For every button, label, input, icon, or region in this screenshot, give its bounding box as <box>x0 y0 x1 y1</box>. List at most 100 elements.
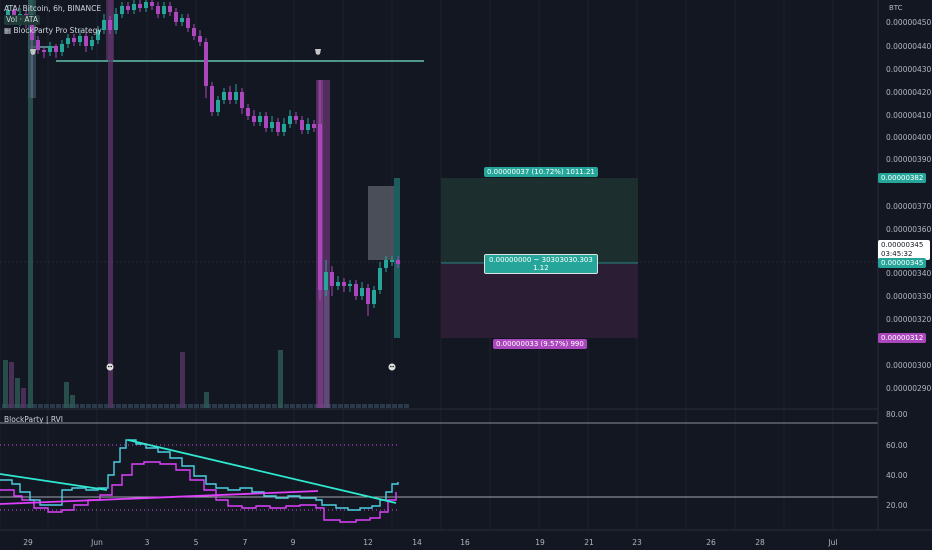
entry-label[interactable]: 0.00000000 ~ 30303030.303 1.12 <box>484 254 598 274</box>
candle-body <box>42 50 46 52</box>
candle-body <box>300 120 304 130</box>
price-tick-label: 0.00000360 <box>886 225 932 234</box>
time-tick-label: 9 <box>291 538 296 547</box>
stop-price-badge: 0.00000312 <box>878 333 927 343</box>
volume-bar <box>254 404 259 408</box>
candle-body <box>72 38 76 42</box>
signal-marker-icon <box>388 363 396 371</box>
volume-bar <box>122 404 127 408</box>
stop-label[interactable]: 0.00000033 (9.57%) 990 <box>493 339 587 349</box>
indicator-legend[interactable]: BlockParty | RVI <box>4 415 63 424</box>
volume-bar <box>350 404 355 408</box>
time-tick-label: 14 <box>412 538 422 547</box>
candlesticks <box>6 0 400 316</box>
profit-zone[interactable] <box>441 178 638 263</box>
volume-bar <box>308 404 313 408</box>
rvi-tick-label: 60.00 <box>886 441 908 450</box>
volume-bar <box>272 404 277 408</box>
rvi-tick-label: 40.00 <box>886 471 908 480</box>
rvi-trendline[interactable] <box>127 439 397 504</box>
rvi-lines <box>0 439 399 523</box>
candle-body <box>48 46 52 52</box>
candle-body <box>84 36 88 46</box>
candle-body <box>6 10 10 18</box>
signal-marker-icon <box>315 49 321 55</box>
candle-body <box>372 290 376 304</box>
candle-body <box>390 260 394 262</box>
volume-bar <box>344 404 349 408</box>
time-tick-label: Jul <box>827 538 837 547</box>
volume-bar <box>98 404 103 408</box>
candle-body <box>318 124 322 290</box>
volume-bar <box>224 404 229 408</box>
price-tick-labels: 0.00000450 0.00000440 0.00000430 0.00000420… <box>886 18 932 393</box>
volume-bar <box>302 404 307 408</box>
symbol-title[interactable]: ATA/ Bitcoin, 6h, BINANCE <box>4 4 102 13</box>
rvi-main-line <box>0 439 399 511</box>
candle-body <box>366 288 370 304</box>
volume-bar <box>28 0 33 408</box>
volume-bar <box>104 404 109 408</box>
candle-body <box>306 124 310 130</box>
rvi-signal-line <box>0 461 397 523</box>
price-tick-label: 0.00000450 <box>886 18 932 27</box>
volume-bar <box>218 404 223 408</box>
volume-bar <box>170 404 175 408</box>
volume-bar <box>374 404 379 408</box>
candle-body <box>222 92 226 100</box>
target-label[interactable]: 0.00000037 (10.72%) 1011.21 <box>484 167 598 177</box>
strategy-legend[interactable]: ▦ BlockParty Pro Strategy <box>4 26 102 36</box>
volume-bar <box>44 404 49 408</box>
time-tick-label: 21 <box>584 538 594 547</box>
candle-body <box>348 284 352 286</box>
loss-zone[interactable] <box>441 263 638 338</box>
time-axis[interactable] <box>0 530 932 550</box>
candle-body <box>234 92 238 100</box>
rvi-trendline[interactable] <box>0 473 108 491</box>
rvi-tick-label: 20.00 <box>886 501 908 510</box>
volume-bar <box>284 404 289 408</box>
volume-bar <box>50 404 55 408</box>
entry-label-line1: 0.00000000 ~ 30303030.303 <box>489 256 593 264</box>
price-tick-label: 0.00000390 <box>886 155 932 164</box>
rvi-tick-label: 80.00 <box>886 410 908 419</box>
time-tick-label: Jun <box>90 538 103 547</box>
rvi-trendline[interactable] <box>0 490 319 505</box>
candle-body <box>324 272 328 290</box>
price-tick-label: 0.00000400 <box>886 133 932 142</box>
candle-body <box>156 6 160 14</box>
candle-body <box>360 288 364 296</box>
signal-marker-icon <box>30 49 36 55</box>
candle-body <box>36 40 40 50</box>
rvi-tick-labels: 80.00 60.00 40.00 20.00 <box>886 410 908 510</box>
signal-marker-icon <box>106 363 114 371</box>
volume-bar <box>236 404 241 408</box>
time-tick-label: 3 <box>145 538 150 547</box>
candle-body <box>90 40 94 46</box>
volume-bar <box>212 404 217 408</box>
candle-body <box>108 20 112 30</box>
candle-body <box>258 116 262 122</box>
volume-bar <box>260 404 265 408</box>
candle-body <box>342 282 346 286</box>
time-tick-label: 5 <box>194 538 199 547</box>
candle-body <box>60 44 64 52</box>
candle-body <box>120 6 124 14</box>
countdown-timer: 03:45:32 <box>881 250 913 258</box>
candle-body <box>396 260 400 264</box>
candle-body <box>114 14 118 30</box>
currency-label: BTC <box>889 4 903 12</box>
candle-body <box>216 100 220 112</box>
candle-body <box>228 92 232 100</box>
target-price-badge: 0.00000382 <box>878 173 927 183</box>
candle-body <box>246 108 250 116</box>
volume-bar <box>230 404 235 408</box>
volume-bar <box>128 404 133 408</box>
candle-body <box>276 122 280 132</box>
volume-bar <box>380 404 385 408</box>
volume-bar <box>324 290 329 408</box>
time-tick-label: 26 <box>706 538 716 547</box>
candle-body <box>336 282 340 286</box>
volume-legend[interactable]: Vol · ATA <box>4 15 41 25</box>
